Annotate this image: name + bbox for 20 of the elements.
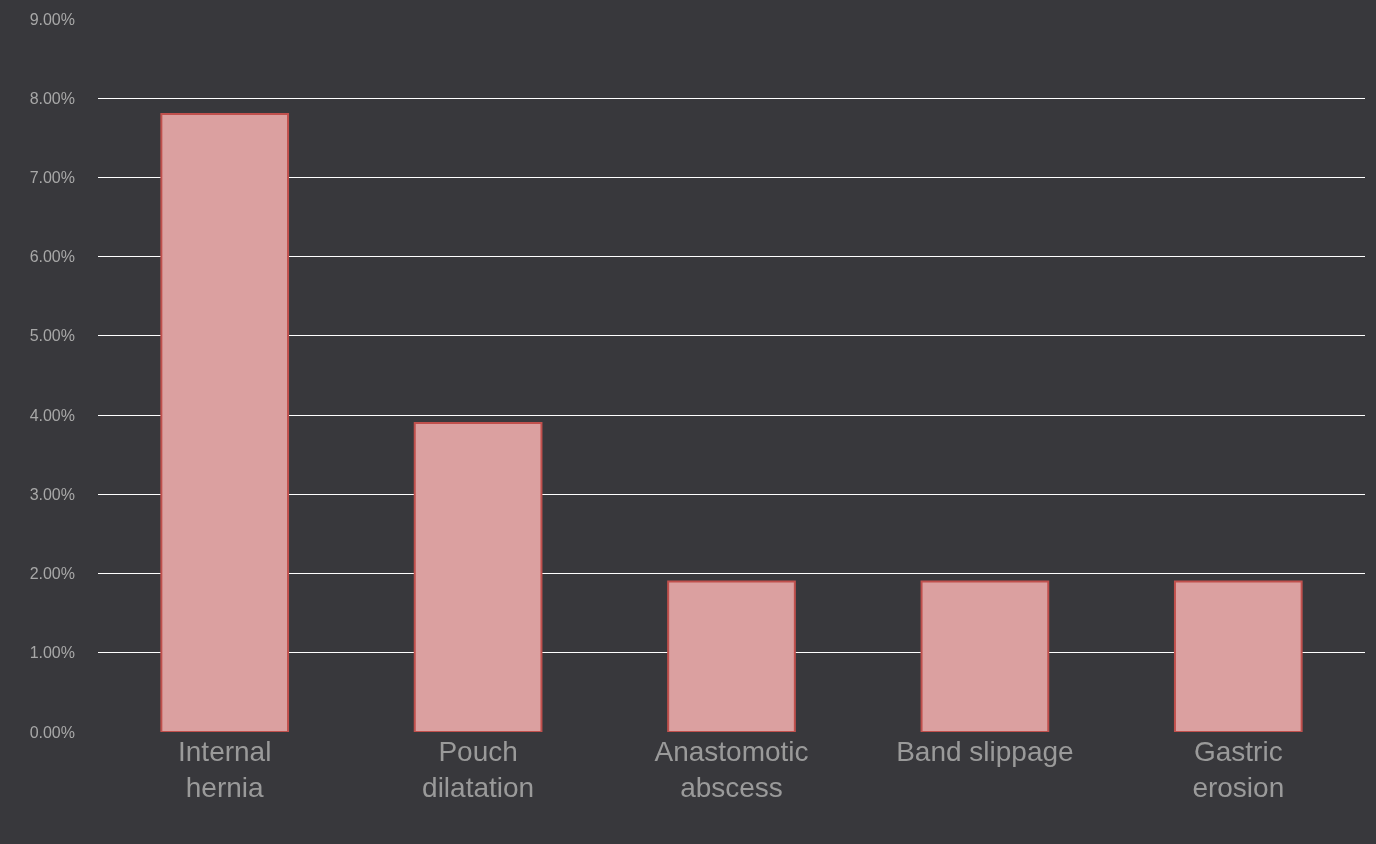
y-tick-label: 6.00%: [29, 248, 75, 266]
y-tick-label: 1.00%: [29, 644, 75, 662]
x-tick-label: Gastric erosion: [1192, 736, 1285, 804]
y-tick-label: 4.00%: [29, 406, 75, 424]
bar: [667, 580, 796, 732]
bar: [1173, 580, 1303, 732]
x-tick-label: Pouch dilatation: [422, 736, 535, 804]
bar: [160, 113, 290, 732]
y-tick-label: 9.00%: [29, 10, 75, 28]
y-tick-label: 8.00%: [29, 89, 75, 107]
y-tick-label: 5.00%: [29, 327, 75, 345]
x-tick-label: Band slippage: [896, 736, 1074, 767]
y-tick-label: 3.00%: [29, 485, 75, 503]
y-tick-label: 2.00%: [29, 565, 75, 583]
bar: [920, 580, 1050, 732]
y-tick-label: 0.00%: [29, 723, 75, 741]
x-tick-label: Anastomotic abscess: [654, 736, 809, 804]
bar: [413, 422, 543, 732]
x-tick-label: Internal hernia: [178, 736, 272, 804]
y-tick-label: 7.00%: [29, 169, 75, 187]
